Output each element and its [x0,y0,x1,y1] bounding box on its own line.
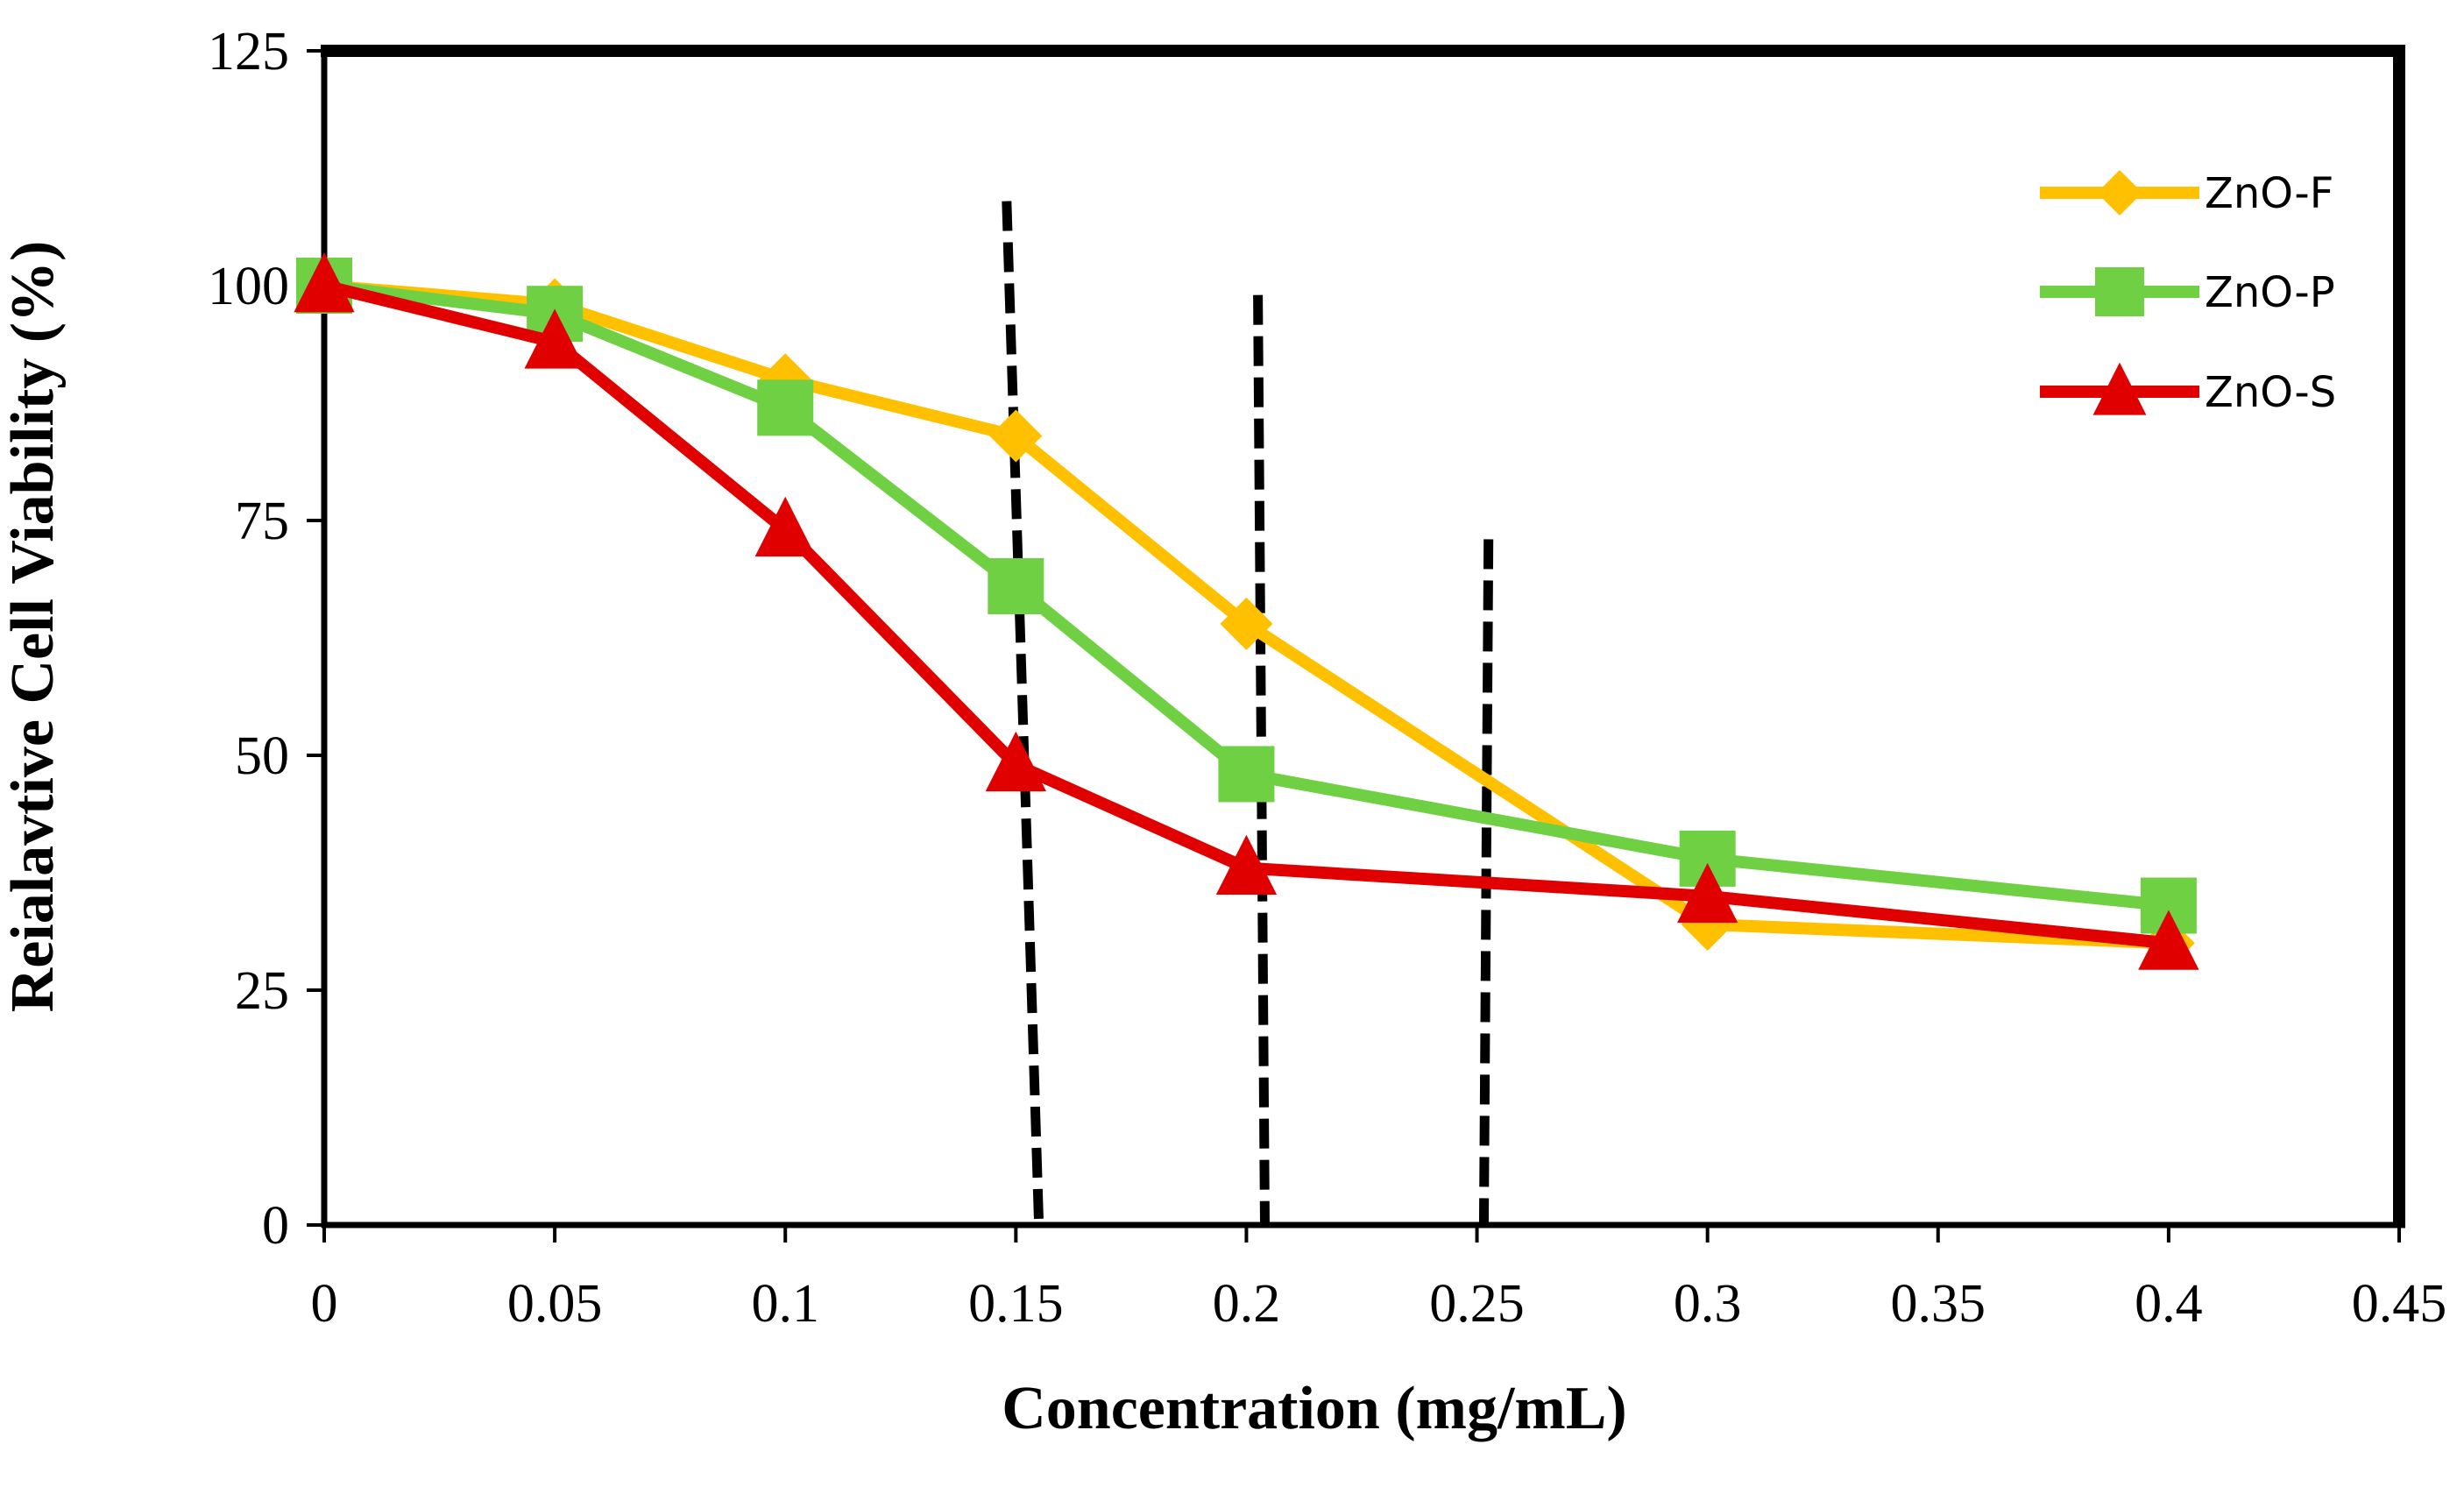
legend-item-zno-s: ZnO-S [2040,362,2336,417]
x-tick-label: 0.3 [1674,1274,1742,1334]
x-tick-label: 0 [311,1274,338,1334]
data-point-zno-s [524,308,585,369]
y-tick-label: 75 [235,492,289,551]
x-tick-label: 0.2 [1213,1274,1281,1334]
data-series [294,252,2199,970]
y-axis-label: Reialavtive Cell Viability (%) [0,241,67,1013]
data-point-zno-s [1677,862,1738,924]
x-tick-label: 0.45 [2352,1274,2447,1334]
axis-ticks: 0 25 50 75 100 125 0 0.05 0.1 0.15 0.2 0.25 0.3 0.35 0… [208,22,2446,1334]
legend-item-zno-p: ZnO-P [2040,267,2335,317]
legend-label: ZnO-S [2205,368,2336,417]
data-point-zno-s [985,731,1046,792]
data-point-zno-s [294,252,355,313]
legend-marker-triangle [2092,362,2147,415]
y-tick-label: 0 [262,1196,289,1256]
data-point-zno-s [2138,910,2199,970]
series-zno-s [294,252,2199,970]
legend: ZnO-F ZnO-P ZnO-S [2040,169,2336,417]
y-tick-label: 100 [208,257,289,316]
data-point-zno-p [1218,746,1275,803]
y-tick-label: 125 [208,22,289,81]
x-axis-label: Concentration (mg/mL) [1002,1375,1627,1442]
x-tick-label: 0.4 [2135,1274,2203,1334]
legend-label: ZnO-P [2205,268,2335,317]
legend-marker-diamond [2097,170,2142,216]
data-point-zno-p [757,379,814,436]
data-point-zno-s [754,496,816,557]
legend-label: ZnO-F [2205,169,2333,218]
x-tick-label: 0.15 [968,1274,1064,1334]
data-point-zno-s [1215,834,1278,895]
reference-dashed-line [1002,201,1044,1226]
x-tick-label: 0.1 [751,1274,819,1334]
y-tick-label: 25 [235,961,289,1021]
y-tick-label: 50 [235,726,289,786]
legend-marker-square [2095,267,2144,316]
plot-frame [321,45,2405,1228]
reference-lines [1002,201,1494,1226]
data-point-zno-f [989,409,1043,463]
legend-item-zno-f: ZnO-F [2040,169,2333,218]
x-tick-label: 0.05 [507,1274,603,1334]
x-tick-label: 0.35 [1891,1274,1986,1334]
data-point-zno-p [988,558,1044,615]
x-tick-label: 0.25 [1429,1274,1525,1334]
data-point-zno-f [1220,597,1273,650]
